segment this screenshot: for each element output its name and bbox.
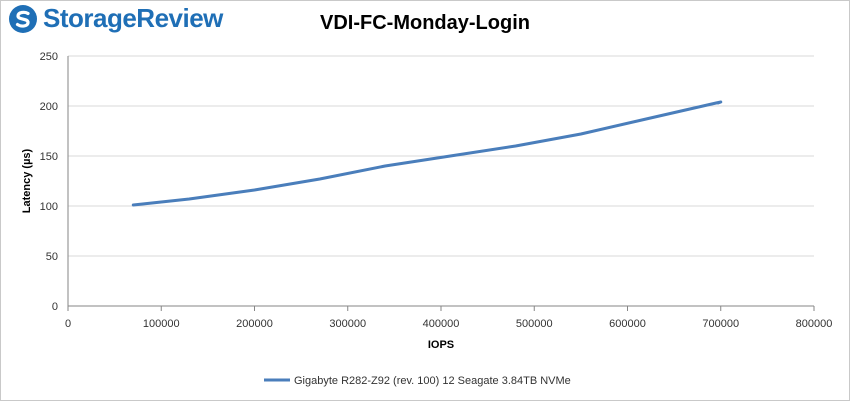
x-tick-label: 0 bbox=[65, 318, 71, 330]
series-line bbox=[131, 100, 723, 207]
series-layer bbox=[131, 100, 723, 207]
storagereview-logo: StorageReview bbox=[8, 3, 223, 34]
y-tick-label: 250 bbox=[40, 51, 58, 63]
x-tick-label: 500000 bbox=[516, 318, 553, 330]
legend-label: Gigabyte R282-Z92 (rev. 100) 12 Seagate … bbox=[294, 375, 571, 387]
x-tick-label: 700000 bbox=[702, 318, 739, 330]
legend: Gigabyte R282-Z92 (rev. 100) 12 Seagate … bbox=[264, 375, 571, 387]
y-tick-labels: 0 50 100 150 200 250 bbox=[40, 51, 58, 313]
y-tick-label: 0 bbox=[52, 301, 58, 313]
y-tick-label: 200 bbox=[40, 101, 58, 113]
chart-title: VDI-FC-Monday-Login bbox=[320, 12, 530, 34]
x-axis-label: IOPS bbox=[428, 339, 454, 351]
x-tick-label: 300000 bbox=[329, 318, 366, 330]
y-tick-label: 50 bbox=[46, 251, 58, 263]
y-tick-label: 150 bbox=[40, 151, 58, 163]
logo-text: StorageReview bbox=[43, 3, 223, 33]
x-tick-label: 100000 bbox=[143, 318, 180, 330]
storagereview-logo-icon bbox=[9, 4, 37, 33]
y-axis-label: Latency (µs) bbox=[21, 148, 33, 213]
x-tick-label: 200000 bbox=[236, 318, 273, 330]
grid-layer bbox=[67, 55, 815, 311]
y-tick-label: 100 bbox=[40, 201, 58, 213]
x-tick-label: 600000 bbox=[609, 318, 646, 330]
x-tick-label: 400000 bbox=[423, 318, 460, 330]
x-tick-label: 800000 bbox=[796, 318, 833, 330]
x-tick-labels: 0 100000 200000 300000 400000 500000 600000 700… bbox=[65, 318, 832, 330]
